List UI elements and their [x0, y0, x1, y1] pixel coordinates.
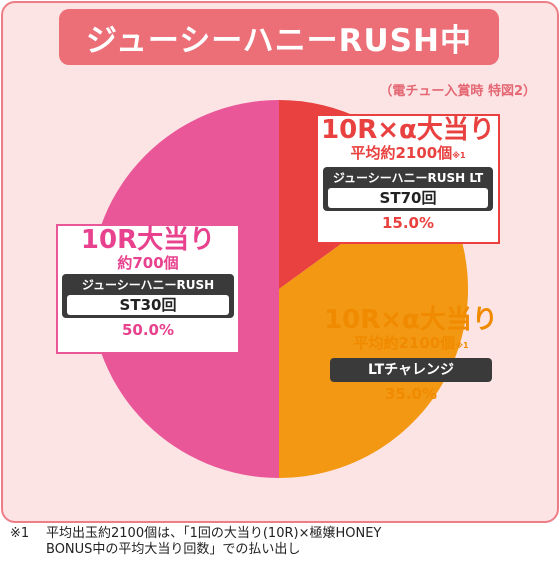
chart-subtitle: （電チュー入賞時 特図2）: [379, 84, 536, 99]
note-mark: ※1: [455, 341, 469, 350]
slice-mode: ジューシーハニーRUSH: [81, 278, 215, 292]
slice-st: ST70回: [328, 188, 488, 208]
slice-mode-bar: ジューシーハニーRUSH LT ST70回: [323, 167, 493, 211]
slice-label-box-pink: 10R大当り 約700個 ジューシーハニーRUSH ST30回 50.0%: [56, 224, 240, 354]
slice-percent: 50.0%: [121, 321, 175, 339]
chart-title-text: ジューシーハニーRUSH中: [86, 22, 472, 59]
slice-st: ST30回: [67, 295, 229, 315]
slice-payout: 約700個: [117, 254, 179, 272]
footnote-line-1: ※1 平均出玉約2100個は、「1回の大当り(10R)×極嬢HONEY: [10, 526, 382, 541]
slice-mode: ジューシーハニーRUSH LT: [332, 171, 484, 185]
slice-percent: 35.0%: [384, 385, 438, 403]
slice-title: 10R大当り: [80, 225, 216, 255]
footnote: ※1 平均出玉約2100個は、「1回の大当り(10R)×極嬢HONEY BONUS…: [10, 526, 381, 558]
note-mark: ※1: [452, 151, 466, 160]
slice-payout: 平均約2100個※1: [350, 144, 466, 162]
slice-mode: LTチャレンジ: [367, 362, 454, 378]
slice-label-box-orange: 10R×α大当り 平均約2100個※1 LTチャレンジ 35.0%: [322, 306, 500, 410]
slice-mode-bar: LTチャレンジ: [330, 358, 492, 382]
slice-percent: 15.0%: [381, 214, 435, 232]
slice-mode-bar: ジューシーハニーRUSH ST30回: [62, 274, 234, 318]
pie-slice-1: [279, 177, 468, 479]
slice-label-box-red: 10R×α大当り 平均約2100個※1 ジューシーハニーRUSH LT ST70…: [316, 114, 500, 244]
chart-title: ジューシーハニーRUSH中: [59, 9, 499, 65]
slice-payout: 平均約2100個※1: [353, 334, 469, 352]
slice-title: 10R×α大当り: [324, 305, 498, 335]
footnote-line-2: BONUS中の平均大当り回数」での払い出し: [46, 542, 301, 557]
slice-title: 10R×α大当り: [321, 115, 495, 145]
footnote-mark: ※1: [10, 526, 30, 541]
